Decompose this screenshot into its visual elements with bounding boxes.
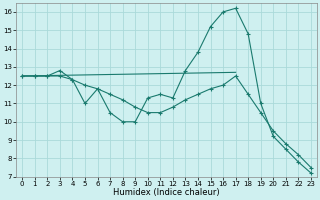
X-axis label: Humidex (Indice chaleur): Humidex (Indice chaleur) (113, 188, 220, 197)
